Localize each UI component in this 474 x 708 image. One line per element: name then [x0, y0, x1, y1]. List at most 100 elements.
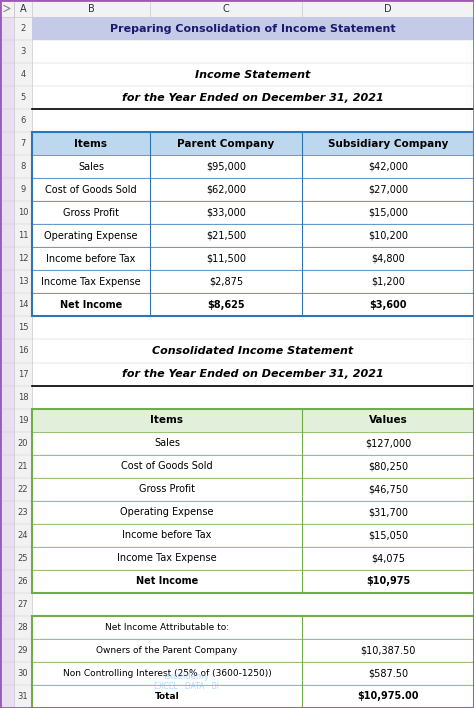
Bar: [32, 109, 474, 132]
Text: 26: 26: [18, 577, 28, 586]
Text: $46,750: $46,750: [368, 484, 408, 494]
Text: 5: 5: [20, 93, 26, 102]
Text: 22: 22: [18, 485, 28, 493]
Text: Cost of Goods Sold: Cost of Goods Sold: [121, 461, 213, 471]
Bar: [14, 685, 32, 708]
Text: Cost of Goods Sold: Cost of Goods Sold: [45, 185, 137, 195]
Text: 24: 24: [18, 531, 28, 539]
Bar: [32, 616, 474, 639]
Bar: [32, 178, 474, 201]
Text: for the Year Ended on December 31, 2021: for the Year Ended on December 31, 2021: [122, 369, 384, 379]
Text: 21: 21: [18, 462, 28, 471]
Text: Preparing Consolidation of Income Statement: Preparing Consolidation of Income Statem…: [110, 23, 396, 33]
Text: $31,700: $31,700: [368, 507, 408, 518]
Bar: [14, 524, 32, 547]
Text: Non Controlling Interest (25% of (3600-1250)): Non Controlling Interest (25% of (3600-1…: [63, 669, 272, 678]
Bar: [14, 132, 32, 155]
Text: Gross Profit: Gross Profit: [63, 207, 119, 218]
Bar: [32, 132, 474, 155]
Bar: [32, 86, 474, 109]
Bar: [14, 501, 32, 524]
Bar: [32, 409, 474, 432]
Bar: [32, 132, 474, 316]
Bar: [32, 639, 474, 662]
Text: $10,387.50: $10,387.50: [360, 646, 416, 656]
Bar: [32, 432, 474, 455]
Bar: [14, 201, 32, 224]
Bar: [32, 132, 474, 155]
Bar: [32, 339, 474, 362]
Bar: [32, 316, 474, 339]
Text: Income Tax Expense: Income Tax Expense: [117, 553, 217, 564]
Bar: [14, 386, 32, 409]
Bar: [14, 339, 32, 362]
Bar: [14, 155, 32, 178]
Bar: [32, 40, 474, 63]
Bar: [14, 316, 32, 339]
Text: Items: Items: [151, 415, 183, 425]
Text: Sales: Sales: [78, 161, 104, 172]
Text: $4,075: $4,075: [371, 553, 405, 564]
Text: 27: 27: [18, 600, 28, 609]
Text: Values: Values: [369, 415, 407, 425]
Text: $80,250: $80,250: [368, 461, 408, 471]
Text: Income Statement: Income Statement: [195, 69, 310, 79]
Text: 7: 7: [20, 139, 26, 148]
Text: $3,600: $3,600: [369, 300, 407, 310]
Bar: [32, 201, 474, 224]
Bar: [14, 639, 32, 662]
Bar: [32, 570, 474, 593]
Text: 16: 16: [18, 346, 28, 355]
Bar: [14, 616, 32, 639]
Text: 8: 8: [20, 162, 26, 171]
Bar: [14, 362, 32, 386]
Text: $10,200: $10,200: [368, 231, 408, 241]
Text: exceldemy: exceldemy: [164, 673, 210, 682]
Text: Gross Profit: Gross Profit: [139, 484, 195, 494]
Bar: [32, 247, 474, 270]
Text: Owners of the Parent Company: Owners of the Parent Company: [96, 646, 237, 655]
Text: $1,200: $1,200: [371, 277, 405, 287]
Text: $15,050: $15,050: [368, 530, 408, 540]
Bar: [14, 40, 32, 63]
Text: 25: 25: [18, 554, 28, 563]
Text: Income Tax Expense: Income Tax Expense: [41, 277, 141, 287]
Text: $11,500: $11,500: [206, 254, 246, 264]
Bar: [14, 270, 32, 293]
Bar: [32, 662, 474, 685]
Bar: [32, 593, 474, 616]
Text: $62,000: $62,000: [206, 185, 246, 195]
Text: $15,000: $15,000: [368, 207, 408, 218]
Text: Income before Tax: Income before Tax: [122, 530, 212, 540]
Bar: [32, 409, 474, 593]
Text: 31: 31: [18, 692, 28, 701]
Text: Net Income Attributable to:: Net Income Attributable to:: [105, 623, 229, 632]
Bar: [0, 0, 14, 17]
Bar: [32, 224, 474, 247]
Text: 9: 9: [20, 185, 26, 194]
Text: for the Year Ended on December 31, 2021: for the Year Ended on December 31, 2021: [122, 93, 384, 103]
Bar: [32, 270, 474, 293]
Text: $2,875: $2,875: [209, 277, 243, 287]
Text: 20: 20: [18, 439, 28, 447]
Bar: [14, 17, 32, 40]
Bar: [14, 293, 32, 316]
Text: 13: 13: [18, 278, 28, 286]
Bar: [32, 362, 474, 386]
Text: C: C: [223, 4, 229, 13]
Text: D: D: [384, 4, 392, 13]
Bar: [14, 570, 32, 593]
Text: 23: 23: [18, 508, 28, 517]
Text: 6: 6: [20, 116, 26, 125]
Bar: [32, 409, 474, 432]
Text: Consolidated Income Statement: Consolidated Income Statement: [152, 346, 354, 356]
Text: Income before Tax: Income before Tax: [46, 254, 136, 264]
Text: $4,800: $4,800: [371, 254, 405, 264]
Bar: [32, 155, 474, 178]
Bar: [14, 455, 32, 478]
Bar: [14, 547, 32, 570]
Bar: [32, 616, 474, 708]
Text: Sales: Sales: [154, 438, 180, 448]
Text: 14: 14: [18, 300, 28, 309]
Bar: [32, 386, 474, 409]
